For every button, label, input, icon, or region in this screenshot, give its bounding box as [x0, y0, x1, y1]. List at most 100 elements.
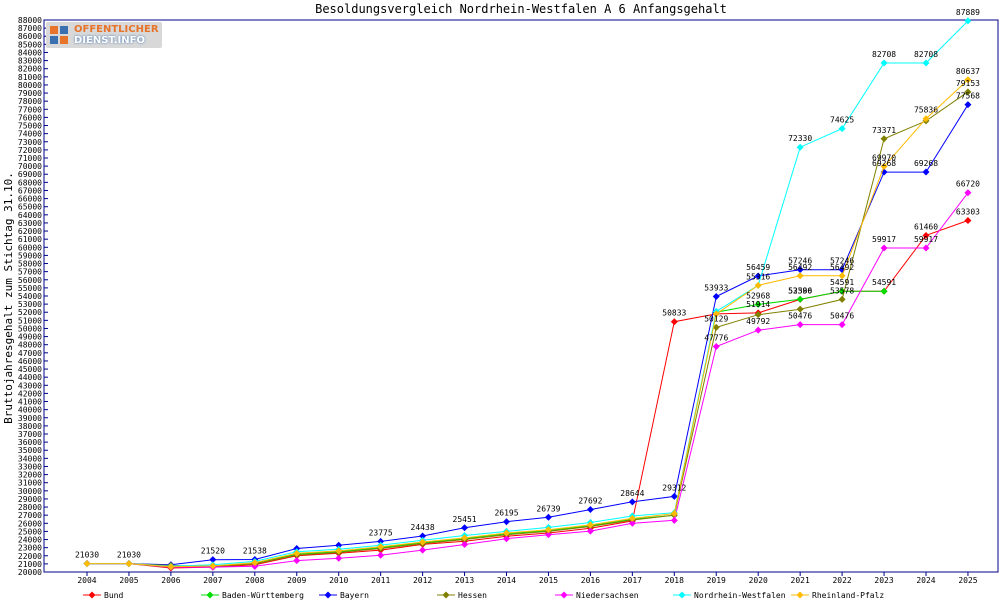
y-tick-label: 84000	[18, 48, 42, 57]
data-label-bund: 61460	[914, 222, 938, 231]
data-label-bund: 50833	[662, 309, 686, 318]
data-point-rheinland-pfalz	[544, 526, 552, 534]
data-point-niedersachsen	[922, 244, 930, 252]
y-tick-label: 56000	[18, 276, 42, 285]
series-line-rheinland-pfalz	[87, 79, 969, 568]
y-tick-label: 50000	[18, 324, 42, 333]
data-point-nordrhein-westfalen	[838, 125, 846, 133]
series-line-bund	[87, 220, 969, 569]
x-tick-label: 2012	[413, 576, 432, 585]
data-point-bayern	[796, 266, 804, 274]
legend-marker-bund	[88, 591, 96, 599]
series-line-bayern	[87, 104, 969, 566]
data-label-nordrhein-westfalen: 82708	[872, 50, 896, 59]
y-tick-label: 53000	[18, 300, 42, 309]
data-label-bayern: 21520	[201, 547, 225, 556]
data-label-bayern: 24438	[411, 523, 435, 532]
logo-text-line1: OFFENTLICHER	[74, 24, 159, 35]
y-tick-label: 44000	[18, 373, 42, 382]
y-tick-label: 66000	[18, 195, 42, 204]
data-label-bayern: 69268	[914, 159, 938, 168]
y-tick-label: 71000	[18, 154, 42, 163]
y-tick-label: 45000	[18, 365, 42, 374]
data-label-bayern: 21030	[117, 551, 141, 560]
x-tick-label: 2004	[77, 576, 96, 585]
data-point-baden-w-rttemberg	[754, 300, 762, 308]
data-point-bayern	[503, 518, 510, 526]
legend-marker-niedersachsen	[560, 591, 568, 599]
data-label-baden-w-rttemberg: 54591	[830, 278, 854, 287]
y-tick-label: 48000	[18, 341, 42, 350]
data-point-rheinland-pfalz	[335, 547, 343, 555]
series-line-hessen	[87, 91, 969, 567]
data-point-niedersachsen	[964, 189, 972, 197]
data-label-baden-w-rttemberg: 53596	[788, 286, 812, 295]
data-point-bayern	[628, 498, 636, 506]
x-tick-label: 2013	[455, 576, 474, 585]
series-line-niedersachsen	[87, 192, 969, 568]
x-tick-labels: 2004 2005 2006 2007 2008 2009 2010 2011 2012 2013…	[77, 576, 977, 585]
legend-marker-baden-w-rttemberg	[206, 591, 214, 599]
y-tick-label: 68000	[18, 178, 42, 187]
x-tick-label: 2009	[287, 576, 306, 585]
data-label-bayern: 56459	[746, 263, 770, 272]
y-tick-label: 43000	[18, 381, 42, 390]
data-point-bayern	[754, 272, 762, 280]
data-point-niedersachsen	[670, 516, 678, 524]
data-point-nordrhein-westfalen	[964, 17, 972, 25]
logo-text-line2: DIENST.INFO	[74, 35, 145, 46]
data-point-bund	[670, 318, 678, 326]
y-tick-label: 75000	[18, 122, 42, 131]
data-label-bayern: 21538	[243, 547, 267, 556]
data-point-niedersachsen	[293, 557, 301, 565]
data-label-niedersachsen: 66720	[956, 180, 980, 189]
y-tick-label: 42000	[18, 389, 42, 398]
y-tick-label: 21000	[18, 560, 42, 569]
y-tick-labels: 2000021000220002300024000250002600027000…	[18, 16, 42, 577]
data-label-hessen: 79153	[956, 79, 980, 88]
data-label-bund: 63303	[956, 207, 980, 216]
y-tick-label: 65000	[18, 203, 42, 212]
site-logo[interactable]: OFFENTLICHER DIENST.INFO	[46, 22, 162, 48]
data-point-bund	[922, 231, 930, 239]
data-point-rheinland-pfalz	[251, 559, 259, 567]
data-label-bund: 54591	[872, 278, 896, 287]
data-label-bayern: 57246	[788, 257, 812, 266]
y-tick-label: 80000	[18, 81, 42, 90]
data-point-bayern	[964, 101, 972, 109]
x-tick-label: 2010	[329, 576, 348, 585]
data-point-bayern	[712, 293, 720, 301]
y-tick-label: 83000	[18, 57, 42, 66]
y-tick-label: 63000	[18, 219, 42, 228]
data-point-rheinland-pfalz	[712, 310, 720, 318]
y-tick-label: 55000	[18, 284, 42, 293]
data-label-bayern: 27692	[578, 497, 602, 506]
x-tick-label: 2019	[707, 576, 726, 585]
data-point-hessen	[880, 135, 888, 143]
data-point-bayern	[544, 513, 552, 521]
data-point-nordrhein-westfalen	[796, 143, 804, 151]
y-tick-label: 59000	[18, 251, 42, 260]
data-point-rheinland-pfalz	[586, 521, 594, 529]
y-tick-label: 74000	[18, 130, 42, 139]
y-tick-label: 25000	[18, 527, 42, 536]
data-point-rheinland-pfalz	[209, 562, 217, 570]
data-label-bayern: 57246	[830, 257, 854, 266]
legend-marker-hessen	[442, 591, 450, 599]
x-tick-label: 2023	[874, 576, 893, 585]
data-point-hessen	[712, 323, 720, 331]
data-point-niedersachsen	[461, 540, 469, 548]
data-label-niedersachsen: 50476	[788, 312, 812, 321]
y-tick-label: 37000	[18, 430, 42, 439]
y-tick-label: 61000	[18, 235, 42, 244]
data-label-nordrhein-westfalen: 82708	[914, 50, 938, 59]
data-label-rheinland-pfalz: 55316	[746, 272, 770, 281]
data-label-bayern: 69268	[872, 159, 896, 168]
data-point-niedersachsen	[838, 321, 846, 329]
x-tick-label: 2005	[119, 576, 138, 585]
x-tick-label: 2011	[371, 576, 390, 585]
data-label-bayern: 29312	[662, 483, 686, 492]
y-tick-label: 72000	[18, 146, 42, 155]
data-point-rheinland-pfalz	[964, 76, 972, 84]
y-tick-label: 27000	[18, 511, 42, 520]
